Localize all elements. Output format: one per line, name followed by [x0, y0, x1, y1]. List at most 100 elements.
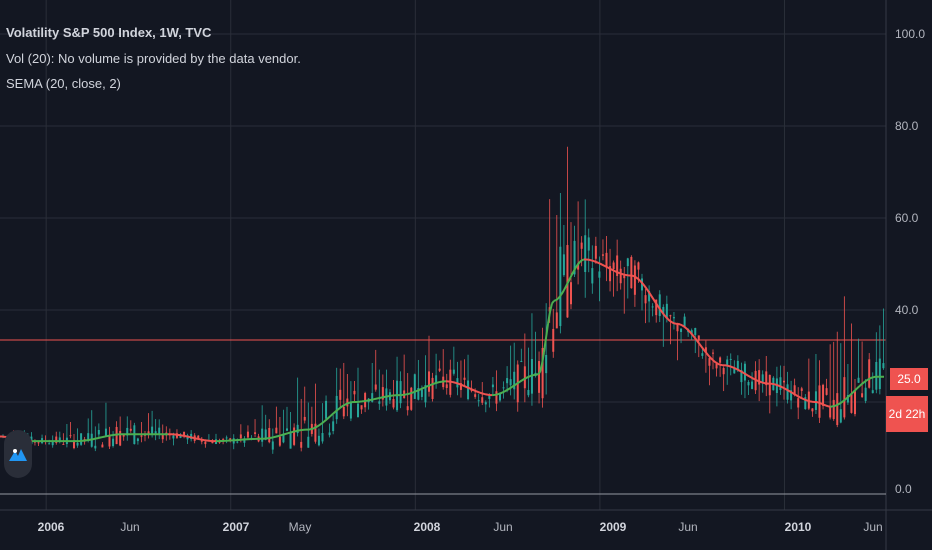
candle-body [587, 237, 590, 251]
candle-body [733, 367, 736, 374]
candle-body [527, 389, 530, 396]
candle-body [715, 363, 718, 369]
candle-body [601, 254, 604, 256]
candle-body [591, 268, 594, 284]
candle-body [488, 394, 491, 399]
candle-body [303, 416, 306, 421]
candle-body [644, 295, 647, 304]
candle-body [761, 374, 764, 382]
candle-body [839, 409, 842, 423]
candle-body [129, 428, 132, 431]
candle-body [612, 262, 615, 270]
bar-countdown-badge: 2d 22h [886, 396, 928, 432]
candle-body [793, 385, 796, 396]
x-tick-jun-2008: Jun [493, 520, 513, 534]
candle-body [392, 398, 395, 408]
candle-body [158, 427, 161, 434]
candle-body [765, 371, 768, 386]
candle-body [254, 432, 257, 434]
candle-body [314, 423, 317, 442]
x-tick-2008: 2008 [413, 520, 441, 534]
candle-body [104, 428, 107, 436]
candle-body [509, 379, 512, 386]
candle-body [183, 431, 186, 436]
candle-body [747, 382, 750, 386]
candle-body [438, 368, 441, 371]
candle-body [648, 290, 651, 302]
candle-body [712, 352, 714, 354]
candle-body [112, 438, 115, 447]
candle-body [811, 408, 814, 412]
candle-body [697, 335, 700, 341]
sema-legend: SEMA (20, close, 2) [6, 76, 121, 91]
candle-body [321, 433, 324, 442]
candle-body [690, 330, 693, 335]
candle-body [722, 368, 725, 375]
candle-body [97, 429, 100, 435]
candle-body [197, 435, 200, 439]
candle-body [637, 262, 640, 270]
candle-body [665, 303, 668, 319]
candle-body [814, 391, 817, 410]
candle-body [676, 323, 679, 332]
candle-body [275, 427, 278, 434]
candle-body [630, 256, 633, 289]
candle-body [374, 384, 377, 390]
candle-body [502, 387, 505, 389]
candle-body [73, 440, 75, 449]
candle-body [136, 438, 139, 442]
candlestick-series [2, 146, 885, 454]
candle-body [658, 294, 661, 317]
candle-body [619, 268, 622, 284]
candle-body [101, 444, 104, 448]
last-price-badge: 25.0 [890, 368, 928, 390]
volume-legend: Vol (20): No volume is provided by the d… [6, 51, 301, 66]
candle-body [584, 235, 587, 273]
candle-body [854, 391, 856, 415]
candle-body [307, 436, 310, 448]
candle-body [94, 445, 97, 449]
candle-body [626, 258, 629, 267]
candle-body [729, 358, 732, 360]
candle-body [261, 428, 264, 442]
candle-body [119, 430, 122, 446]
candle-body [140, 435, 143, 437]
candle-body [62, 443, 65, 445]
candle-body [300, 441, 303, 448]
x-tick-may-2007: May [288, 520, 312, 534]
candle-body [161, 434, 164, 440]
candle-body [108, 435, 111, 447]
tradingview-logo-icon[interactable] [4, 430, 32, 478]
candle-body [211, 441, 214, 444]
candle-body [751, 381, 754, 389]
candle-body [843, 377, 846, 418]
candle-body [577, 263, 580, 270]
x-tick-jun-2010: Jun [863, 520, 883, 534]
candle-body [783, 380, 785, 383]
candle-body [76, 442, 79, 446]
candle-body [371, 393, 374, 402]
candle-body [520, 360, 523, 362]
candle-body [555, 312, 558, 329]
candle-body [481, 397, 484, 403]
x-tick-2007: 2007 [222, 520, 250, 534]
candle-body [609, 266, 612, 282]
candle-body [286, 428, 288, 431]
candle-body [477, 400, 480, 402]
candle-body [474, 394, 477, 397]
candle-body [289, 432, 292, 449]
y-tick-0: 0.0 [895, 482, 912, 496]
candle-body [669, 315, 672, 317]
candle-body [200, 439, 203, 442]
candle-body [683, 316, 686, 327]
candle-body [268, 427, 271, 443]
candle-body [878, 358, 881, 390]
candle-body [349, 402, 352, 419]
chart-title: Volatility S&P 500 Index, 1W, TVC [6, 25, 212, 40]
candle-body [215, 439, 217, 444]
candle-body [836, 393, 839, 426]
candle-body [410, 387, 413, 410]
candle-body [736, 360, 739, 371]
candle-body [325, 400, 328, 419]
